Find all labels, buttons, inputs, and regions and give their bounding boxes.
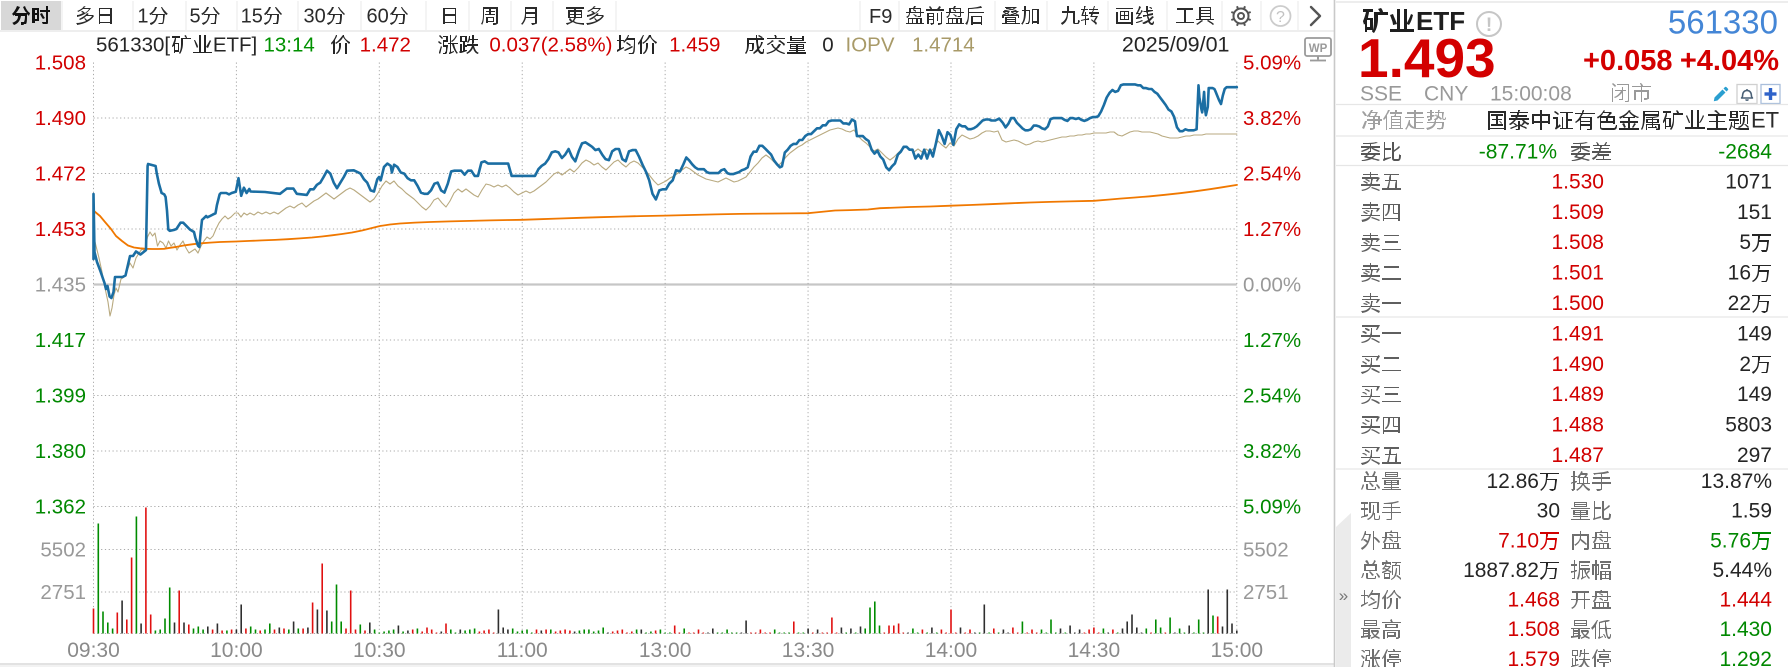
svg-text:151: 151: [1737, 201, 1772, 224]
svg-text:561330[: 561330[: [96, 34, 170, 57]
svg-text:149: 149: [1737, 383, 1772, 406]
svg-text:5.76: 5.76: [1710, 529, 1751, 552]
svg-text:09:30: 09:30: [67, 639, 120, 662]
svg-text:5.09%: 5.09%: [1243, 52, 1301, 75]
svg-text:1.579: 1.579: [1507, 648, 1560, 667]
svg-text:CNY: CNY: [1424, 83, 1468, 106]
svg-text:SSE: SSE: [1360, 83, 1402, 106]
svg-text:3.82%: 3.82%: [1243, 107, 1301, 130]
svg-text:ETF: ETF: [1416, 6, 1465, 36]
svg-text:IOPV: IOPV: [846, 34, 895, 57]
svg-text:+0.058: +0.058: [1583, 45, 1673, 77]
svg-text:0.037(2.58%): 0.037(2.58%): [489, 34, 612, 57]
svg-text:0.00%: 0.00%: [1243, 274, 1301, 297]
svg-text:16: 16: [1728, 262, 1751, 285]
svg-text:22: 22: [1728, 292, 1751, 315]
svg-text:1.27%: 1.27%: [1243, 329, 1301, 352]
svg-text:297: 297: [1737, 444, 1772, 467]
svg-text:13:14: 13:14: [264, 34, 315, 57]
svg-text:1.490: 1.490: [35, 107, 86, 130]
svg-text:5803: 5803: [1725, 414, 1772, 437]
svg-text:1.417: 1.417: [35, 329, 86, 352]
svg-text:30: 30: [1537, 500, 1560, 523]
svg-text:15:00:08: 15:00:08: [1490, 83, 1572, 106]
svg-text:1.292: 1.292: [1719, 648, 1772, 667]
svg-text:15:00: 15:00: [1211, 639, 1264, 662]
svg-text:1.508: 1.508: [35, 52, 86, 75]
svg-text:11:00: 11:00: [497, 639, 548, 662]
svg-text:13.87%: 13.87%: [1701, 470, 1772, 493]
svg-text:-2684: -2684: [1718, 141, 1772, 164]
svg-text:5502: 5502: [1243, 539, 1289, 562]
svg-text:1.487: 1.487: [1551, 444, 1604, 467]
svg-text:30: 30: [303, 6, 325, 28]
svg-text:5.09%: 5.09%: [1243, 496, 1301, 519]
svg-text:+4.04%: +4.04%: [1680, 45, 1779, 77]
svg-text:0: 0: [822, 34, 833, 57]
svg-text:1.444: 1.444: [1719, 589, 1772, 612]
svg-text:14:00: 14:00: [925, 639, 978, 662]
svg-text:1.468: 1.468: [1507, 589, 1560, 612]
svg-text:10:30: 10:30: [353, 639, 406, 662]
svg-text:1.59: 1.59: [1731, 500, 1772, 523]
svg-text:1071: 1071: [1725, 170, 1772, 193]
svg-text:5: 5: [1739, 231, 1751, 254]
svg-text:13:30: 13:30: [782, 639, 835, 662]
svg-text:1.380: 1.380: [35, 440, 86, 463]
svg-text:1.4714: 1.4714: [912, 34, 975, 57]
svg-text:1.500: 1.500: [1551, 292, 1604, 315]
svg-text:15: 15: [241, 6, 263, 28]
svg-text:14:30: 14:30: [1068, 639, 1121, 662]
svg-text:1.435: 1.435: [35, 274, 86, 297]
svg-text:10:00: 10:00: [210, 639, 263, 662]
svg-text:5.44%: 5.44%: [1712, 559, 1772, 582]
svg-text:ETF]: ETF]: [213, 34, 257, 57]
svg-text:1.508: 1.508: [1507, 618, 1560, 641]
svg-text:WP: WP: [1309, 43, 1328, 55]
svg-text:1.472: 1.472: [35, 163, 86, 186]
svg-text:2025/09/01: 2025/09/01: [1122, 33, 1230, 57]
svg-text:149: 149: [1737, 322, 1772, 345]
svg-text:561330: 561330: [1668, 4, 1778, 41]
svg-text:2751: 2751: [40, 581, 86, 604]
svg-text:F9: F9: [869, 6, 892, 28]
svg-text:2.54%: 2.54%: [1243, 385, 1301, 408]
svg-text:ET: ET: [1751, 108, 1779, 133]
svg-text:1.27%: 1.27%: [1243, 218, 1301, 241]
svg-text:1.530: 1.530: [1551, 170, 1604, 193]
svg-text:1.459: 1.459: [669, 34, 720, 57]
svg-text:12.86: 12.86: [1486, 470, 1539, 493]
svg-text:1.508: 1.508: [1551, 231, 1604, 254]
svg-text:60: 60: [366, 6, 388, 28]
svg-text:»: »: [1339, 586, 1348, 605]
svg-text:3.82%: 3.82%: [1243, 440, 1301, 463]
svg-text:1.509: 1.509: [1551, 201, 1604, 224]
svg-text:1.501: 1.501: [1551, 262, 1604, 285]
svg-text:2: 2: [1739, 353, 1751, 376]
svg-text:1.453: 1.453: [35, 218, 86, 241]
svg-text:1.493: 1.493: [1358, 27, 1496, 89]
svg-text:-87.71%: -87.71%: [1479, 141, 1557, 164]
svg-text:7.10: 7.10: [1498, 529, 1539, 552]
svg-text:?: ?: [1276, 9, 1285, 26]
svg-text:2751: 2751: [1243, 581, 1289, 604]
svg-text:1: 1: [137, 6, 148, 28]
svg-text:1887.82: 1887.82: [1463, 559, 1539, 582]
svg-text:5: 5: [189, 6, 200, 28]
svg-text:1.488: 1.488: [1551, 414, 1604, 437]
svg-text:1.490: 1.490: [1551, 353, 1604, 376]
svg-text:2.54%: 2.54%: [1243, 163, 1301, 186]
svg-text:1.430: 1.430: [1719, 618, 1772, 641]
svg-text:5502: 5502: [40, 539, 86, 562]
svg-text:1.399: 1.399: [35, 385, 86, 408]
svg-text:1.472: 1.472: [360, 34, 411, 57]
svg-text:13:00: 13:00: [639, 639, 692, 662]
svg-text:!: !: [1486, 15, 1492, 36]
svg-text:1.491: 1.491: [1551, 322, 1604, 345]
svg-text:1.362: 1.362: [35, 496, 86, 519]
svg-text:1.489: 1.489: [1551, 383, 1604, 406]
